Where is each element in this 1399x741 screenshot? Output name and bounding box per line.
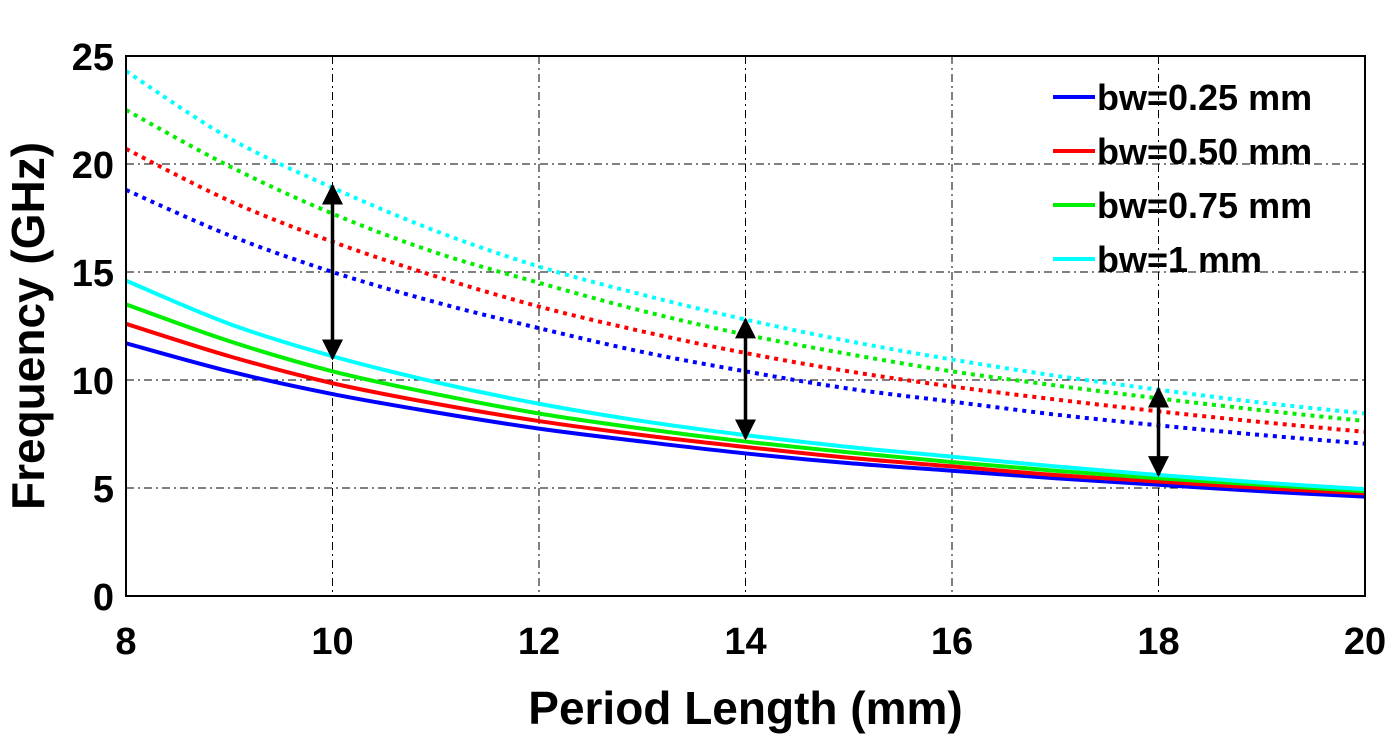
x-tick-label: 14: [724, 621, 766, 663]
annotations: [322, 183, 1169, 478]
y-tick-label: 5: [93, 469, 114, 511]
legend-label-2: bw=0.50 mm: [1097, 131, 1312, 172]
legend-label-3: bw=0.75 mm: [1097, 185, 1312, 226]
tick-labels: 8 10 12 14 16 18 20 0 5 10 15 20 25: [72, 37, 1386, 663]
y-tick-label: 25: [72, 37, 114, 79]
x-axis-label: Period Length (mm): [528, 682, 962, 734]
x-tick-label: 12: [518, 621, 560, 663]
series-2-solid-line: [125, 321, 1366, 496]
legend-label-1: bw=0.25 mm: [1097, 77, 1312, 118]
y-axis-label: Frequency (GHz): [2, 142, 54, 510]
x-tick-label: 10: [311, 621, 353, 663]
series-1-solid-line: [125, 341, 1366, 499]
series-3-solid-line: [125, 302, 1366, 494]
legend-label-4: bw=1 mm: [1097, 239, 1262, 280]
x-tick-label: 16: [931, 621, 973, 663]
x-tick-label: 8: [115, 621, 136, 663]
x-tick-label: 20: [1344, 621, 1386, 663]
plot-frame: [125, 55, 1366, 597]
x-tick-label: 18: [1137, 621, 1179, 663]
legend: bw=0.25 mm bw=0.50 mm bw=0.75 mm bw=1 mm: [1053, 77, 1312, 280]
y-tick-label: 15: [72, 253, 114, 295]
y-tick-label: 0: [93, 577, 114, 619]
y-tick-label: 10: [72, 361, 114, 403]
y-tick-label: 20: [72, 145, 114, 187]
